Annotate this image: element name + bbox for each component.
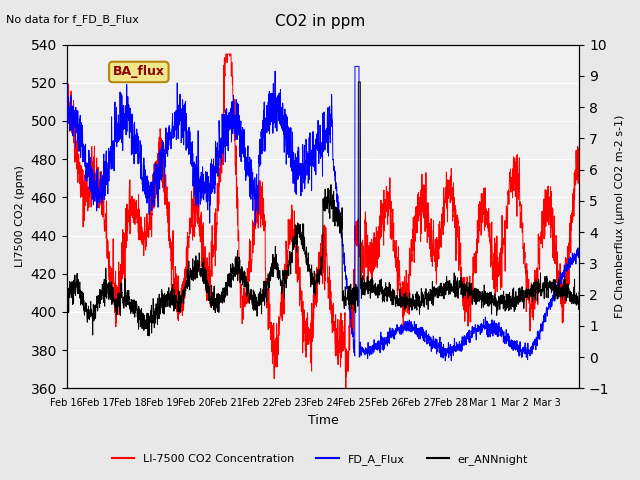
Legend: LI-7500 CO2 Concentration, FD_A_Flux, er_ANNnight: LI-7500 CO2 Concentration, FD_A_Flux, er… [108, 450, 532, 469]
X-axis label: Time: Time [308, 414, 339, 427]
Text: BA_flux: BA_flux [113, 65, 164, 78]
Text: CO2 in ppm: CO2 in ppm [275, 14, 365, 29]
Text: No data for f_FD_B_Flux: No data for f_FD_B_Flux [6, 14, 140, 25]
Y-axis label: LI7500 CO2 (ppm): LI7500 CO2 (ppm) [15, 166, 25, 267]
Y-axis label: FD Chamberflux (μmol CO2 m-2 s-1): FD Chamberflux (μmol CO2 m-2 s-1) [615, 115, 625, 318]
